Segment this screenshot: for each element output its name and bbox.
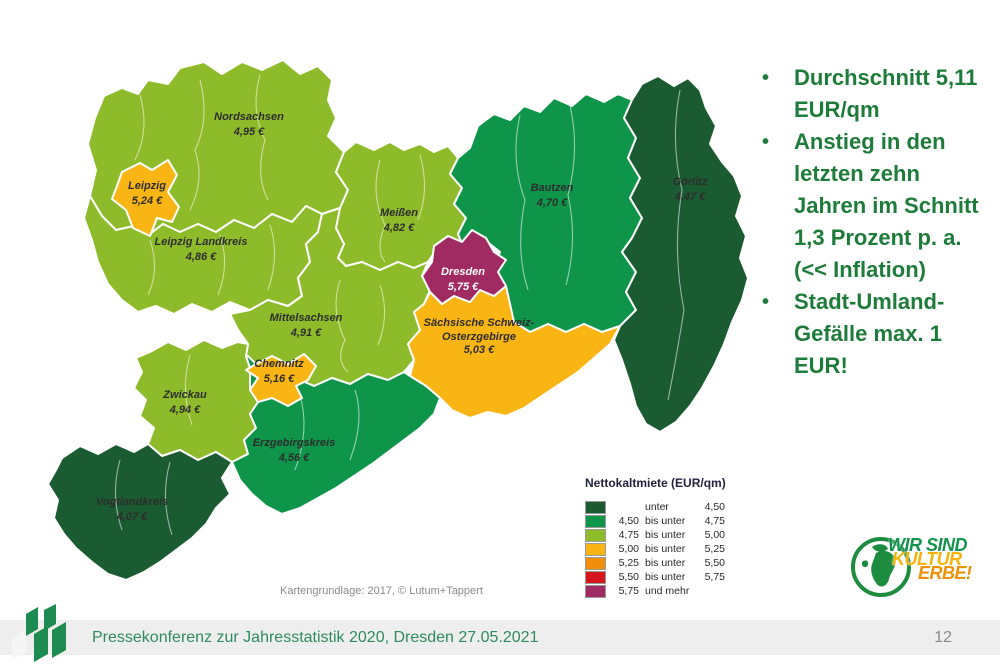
globe-icon bbox=[851, 537, 911, 597]
region-label-erzgebirgskreis: Erzgebirgskreis 4,56 € bbox=[252, 437, 336, 464]
region-label-vogtlandkreis: Vogtlandkreis 4,07 € bbox=[95, 496, 169, 523]
region-label-chemnitz: Chemnitz 5,16 € bbox=[254, 358, 304, 385]
region-label-nordsachsen: Nordsachsen 4,95 € bbox=[214, 111, 284, 138]
legend-swatch bbox=[585, 556, 606, 570]
bullet-list: • Durchschnitt 5,11 EUR/qm • Anstieg in … bbox=[762, 62, 994, 382]
footer-bar bbox=[0, 620, 1000, 655]
region-label-zwickau: Zwickau 4,94 € bbox=[163, 389, 207, 416]
page-number: 12 bbox=[934, 629, 952, 646]
legend-swatch bbox=[585, 584, 606, 598]
region-label-dresden: Dresden 5,75 € bbox=[440, 266, 486, 293]
region-label-leipzig: Leipzig 5,24 € bbox=[128, 180, 166, 207]
bullet-marker: • bbox=[762, 131, 770, 153]
legend-row: 4,50 bis unter 4,75 bbox=[585, 514, 726, 528]
footer-text: Pressekonferenz zur Jahresstatistik 2020… bbox=[92, 629, 539, 646]
region-vogtlandkreis bbox=[47, 443, 233, 581]
legend-swatch bbox=[585, 500, 606, 514]
legend-row: unter 4,50 bbox=[585, 500, 726, 514]
legend-row: 5,75 und mehr bbox=[585, 584, 726, 598]
bullet-item: • Stadt-Umland-Gefälle max. 1 EUR! bbox=[762, 286, 994, 382]
campaign-logo-text: WIR SIND KULTUR ERBE! bbox=[888, 535, 972, 583]
bullet-item: • Durchschnitt 5,11 EUR/qm bbox=[762, 62, 994, 126]
legend-title: Nettokaltmiete (EUR/qm) bbox=[585, 476, 726, 490]
bullet-marker: • bbox=[762, 291, 770, 313]
legend-swatch bbox=[585, 542, 606, 556]
legend: Nettokaltmiete (EUR/qm) unter 4,50 4,50 … bbox=[585, 476, 726, 598]
legend-swatch bbox=[585, 514, 606, 528]
region-chemnitz bbox=[245, 353, 317, 407]
legend-row: 4,75 bis unter 5,00 bbox=[585, 528, 726, 542]
bullet-marker: • bbox=[762, 67, 770, 89]
region-label-leipzig-landkreis: Leipzig Landkreis 4,86 € bbox=[154, 236, 248, 263]
legend-row: 5,00 bis unter 5,25 bbox=[585, 542, 726, 556]
legend-row: 5,25 bis unter 5,50 bbox=[585, 556, 726, 570]
bullet-item: • Anstieg in den letzten zehn Jahren im … bbox=[762, 126, 994, 286]
region-label-goerlitz: Görlitz 4,47 € bbox=[672, 176, 708, 203]
region-label-mittelsachsen: Mittelsachsen 4,91 € bbox=[269, 312, 343, 339]
vdw-logo bbox=[12, 604, 66, 662]
region-label-meissen: Meißen 4,82 € bbox=[380, 207, 418, 234]
legend-swatch bbox=[585, 528, 606, 542]
legend-row: 5,50 bis unter 5,75 bbox=[585, 570, 726, 584]
legend-swatch bbox=[585, 570, 606, 584]
region-dresden bbox=[421, 229, 507, 305]
campaign-logo: WIR SIND KULTUR ERBE! bbox=[850, 534, 1000, 606]
region-leipzig bbox=[111, 159, 180, 237]
region-goerlitz bbox=[613, 75, 749, 433]
region-label-saechsische-schweiz-osterzgebirge: Sächsische Schweiz-Osterzgebirge 5,03 € bbox=[423, 316, 535, 356]
map-source-note: Kartengrundlage: 2017, © Lutum+Tappert bbox=[280, 585, 483, 597]
municipal-borders bbox=[114, 74, 685, 536]
region-label-bautzen: Bautzen 4,70 € bbox=[530, 182, 574, 209]
